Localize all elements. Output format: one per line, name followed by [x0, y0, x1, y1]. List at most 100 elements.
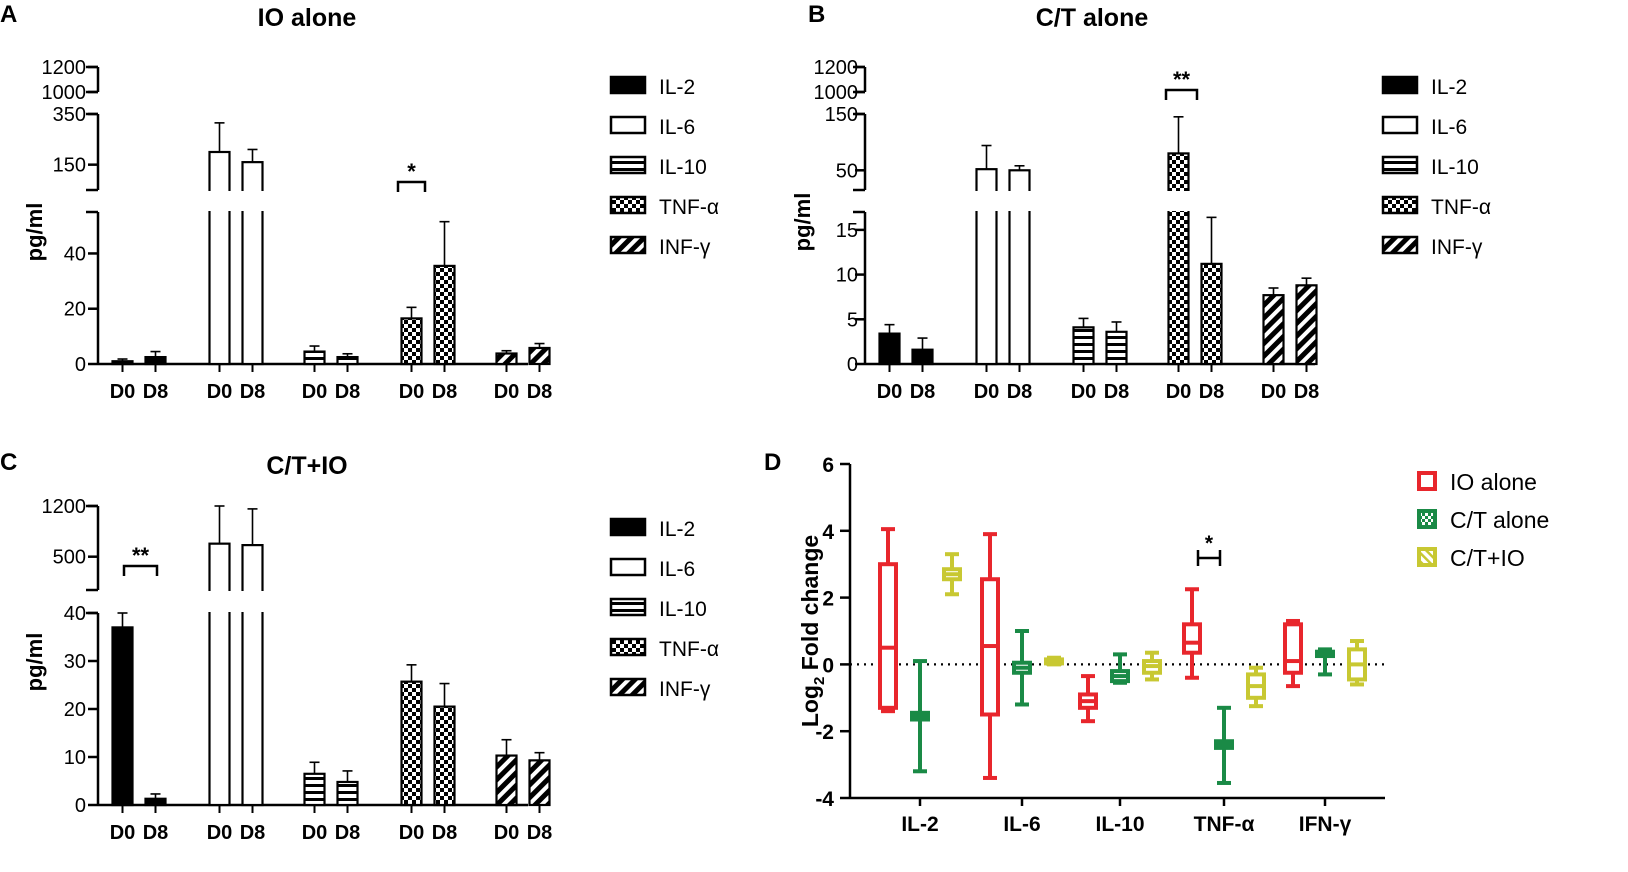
x-tick-label: D8: [1007, 381, 1033, 403]
y-axis-label-rest: Fold change: [797, 535, 823, 677]
x-tick-label: IL-2: [901, 813, 938, 836]
y-tick-label: 1200: [42, 496, 87, 518]
legend-swatch: [1381, 155, 1419, 175]
legend-label: IL-2: [659, 76, 695, 99]
chart-title: IO alone: [258, 4, 357, 32]
x-tick-label: D8: [335, 381, 361, 403]
y-tick-label: -4: [815, 788, 834, 811]
legend-label: TNF-α: [1431, 196, 1491, 219]
significance-stars: **: [132, 543, 150, 568]
bar-IL-10-D8: [336, 780, 359, 807]
legend-label: IL-6: [659, 116, 695, 139]
significance-stars: *: [1205, 532, 1214, 555]
y-axis-label: pg/ml: [22, 203, 47, 262]
legend-label: INF-γ: [659, 236, 711, 259]
y-tick-label: 1200: [42, 57, 87, 79]
legend-label: INF-γ: [659, 678, 711, 701]
legend-swatch: [1381, 75, 1419, 95]
bar-IL-6-D0: [208, 542, 231, 807]
x-tick-label: D0: [399, 822, 425, 844]
legend-label: IO alone: [1450, 469, 1537, 495]
legend-swatch: [609, 557, 647, 577]
bar-IL-6-D8: [1008, 169, 1031, 366]
x-tick-label: D8: [432, 822, 458, 844]
bar-INF-γ-D8: [528, 759, 551, 807]
y-tick-label: 150: [825, 104, 858, 126]
y-tick-label: 1200: [814, 57, 859, 79]
bar-TNF-α-D8: [433, 705, 456, 807]
legend-swatch: [609, 195, 647, 215]
x-tick-label: TNF-α: [1194, 813, 1255, 836]
bar-IL-10-D0: [303, 350, 326, 366]
bar-IL-6-D0: [208, 150, 231, 366]
legend-label: C/T alone: [1450, 507, 1549, 533]
bar-INF-γ-D8: [1295, 284, 1318, 366]
y-axis-label-sub: 2: [811, 677, 828, 685]
axis-break-gap: [1007, 191, 1032, 211]
legend-label: TNF-α: [659, 638, 719, 661]
x-tick-label: D8: [527, 381, 553, 403]
bar-IL-2-D8: [144, 355, 167, 366]
legend-label: INF-γ: [1431, 236, 1483, 259]
y-tick-label: 500: [53, 547, 86, 569]
y-tick-label: 40: [64, 243, 86, 265]
legend-swatch: [609, 517, 647, 537]
y-axis-label: pg/ml: [790, 193, 815, 252]
x-tick-label: D0: [494, 381, 520, 403]
bar-TNF-α-D8: [433, 264, 456, 366]
panel-letter: B: [808, 1, 825, 28]
axis-break-gap: [1166, 191, 1191, 211]
legend-label: IL-10: [659, 156, 707, 179]
bar-INF-γ-D8: [528, 346, 551, 366]
y-tick-label: 350: [53, 104, 86, 126]
bar-IL-2-D8: [911, 348, 934, 366]
bar-TNF-α-D0: [1167, 152, 1190, 366]
y-tick-label: 30: [64, 651, 86, 673]
legend-swatch: [609, 597, 647, 617]
x-tick-label: D0: [302, 381, 328, 403]
y-tick-label: 1000: [814, 82, 859, 104]
legend-swatch: [609, 677, 647, 697]
y-tick-label: 4: [822, 521, 834, 544]
y-tick-label: 0: [75, 354, 86, 376]
x-tick-label: D8: [1199, 381, 1225, 403]
bar-IL-6-D8: [241, 161, 264, 366]
y-axis-label: Log2 Fold change: [797, 535, 828, 727]
legend-label: TNF-α: [659, 196, 719, 219]
panel-letter: D: [764, 449, 781, 476]
bar-IL-6-D0: [975, 168, 998, 366]
bar-IL-10-D8: [336, 355, 359, 366]
legend-label: IL-10: [659, 598, 707, 621]
x-tick-label: D0: [877, 381, 903, 403]
x-tick-label: D0: [207, 822, 233, 844]
bar-IL-10-D8: [1105, 330, 1128, 366]
x-tick-label: D0: [207, 381, 233, 403]
x-tick-label: IFN-γ: [1299, 813, 1352, 836]
legend-label: C/T+IO: [1450, 545, 1525, 571]
legend-swatch: [609, 155, 647, 175]
bar-IL-2-D0: [111, 360, 134, 366]
box-TNF-α-IO alone: [1182, 622, 1202, 655]
x-tick-label: D0: [110, 822, 136, 844]
box-IL-2-IO alone: [878, 562, 898, 710]
x-tick-label: D8: [1104, 381, 1130, 403]
x-tick-label: IL-10: [1095, 813, 1144, 836]
y-tick-label: 40: [64, 603, 86, 625]
significance-bracket: [122, 564, 159, 576]
x-tick-label: D8: [335, 822, 361, 844]
x-tick-label: D0: [1261, 381, 1287, 403]
x-tick-label: D0: [302, 822, 328, 844]
y-tick-label: 50: [836, 160, 858, 182]
y-tick-label: 0: [822, 654, 834, 677]
y-axis-label: pg/ml: [22, 633, 47, 692]
significance-bracket: [1196, 550, 1222, 566]
x-tick-label: D8: [143, 822, 169, 844]
bar-TNF-α-D0: [400, 317, 423, 366]
bar-IL-2-D8: [144, 797, 167, 807]
significance-stars: **: [1173, 67, 1191, 92]
bar-INF-γ-D0: [495, 754, 518, 807]
x-tick-label: D8: [432, 381, 458, 403]
